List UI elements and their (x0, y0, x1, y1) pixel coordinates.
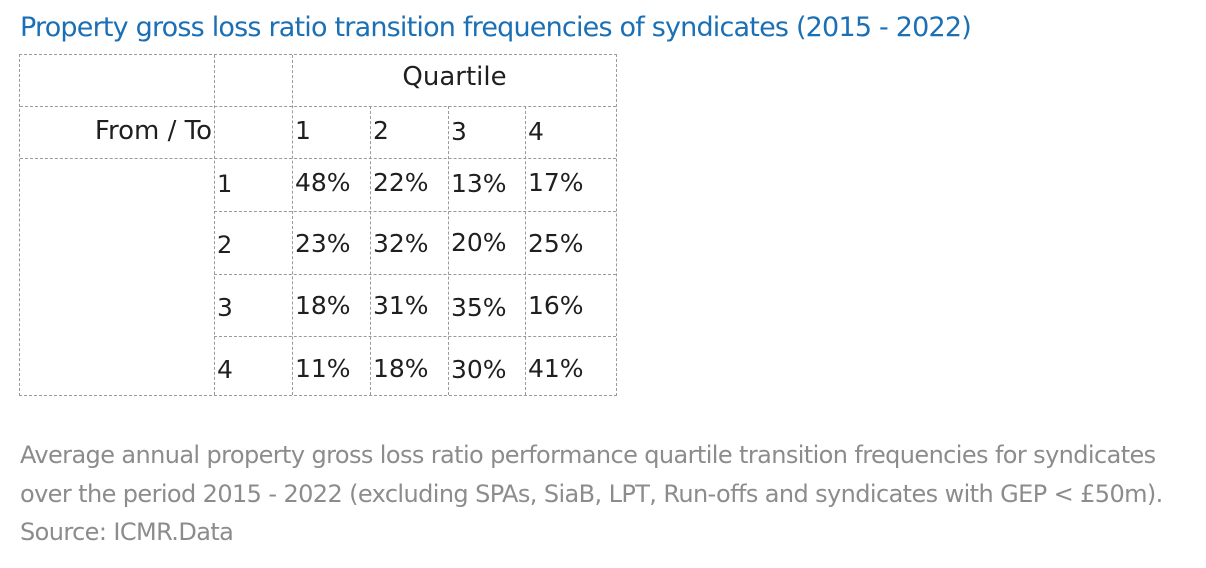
table-cell: 20% (451, 228, 507, 257)
quartile-group-header: Quartile (402, 62, 507, 92)
grid-line (525, 106, 526, 395)
table-cell: 16% (528, 291, 584, 320)
grid-line (20, 158, 616, 159)
grid-line (292, 55, 293, 395)
from-quartile-label: 2 (217, 231, 233, 259)
grid-line (448, 106, 449, 395)
grid-line (214, 274, 616, 275)
table-cell: 18% (295, 291, 351, 320)
from-quartile-label: 3 (217, 293, 233, 322)
grid-line (214, 211, 616, 212)
table-cell: 23% (295, 229, 351, 258)
grid-line (214, 336, 616, 337)
grid-line (20, 106, 616, 107)
to-quartile-header: 1 (295, 116, 311, 145)
from-quartile-label: 1 (217, 170, 233, 198)
table-cell: 25% (528, 229, 584, 258)
page-title: Property gross loss ratio transition fre… (20, 12, 972, 43)
table-cell: 30% (451, 355, 507, 384)
table-cell: 35% (451, 293, 507, 322)
table-cell: 22% (373, 168, 429, 197)
table-cell: 11% (295, 354, 351, 383)
grid-line (214, 55, 215, 395)
to-quartile-header: 3 (451, 117, 467, 146)
table-cell: 18% (373, 354, 429, 383)
transition-table: Quartile From / To 1 2 3 4 1 48% 22% 13%… (19, 54, 617, 396)
to-quartile-header: 2 (373, 116, 389, 145)
table-cell: 17% (528, 168, 584, 197)
from-quartile-label: 4 (217, 355, 233, 384)
to-quartile-header: 4 (528, 117, 544, 146)
table-cell: 32% (373, 229, 429, 258)
table-cell: 31% (373, 291, 429, 320)
table-caption: Average annual property gross loss ratio… (20, 441, 1163, 546)
grid-line (370, 106, 371, 395)
from-to-header: From / To (94, 116, 212, 146)
table-cell: 13% (451, 169, 507, 198)
table-cell: 41% (528, 354, 584, 383)
table-cell: 48% (295, 168, 351, 197)
